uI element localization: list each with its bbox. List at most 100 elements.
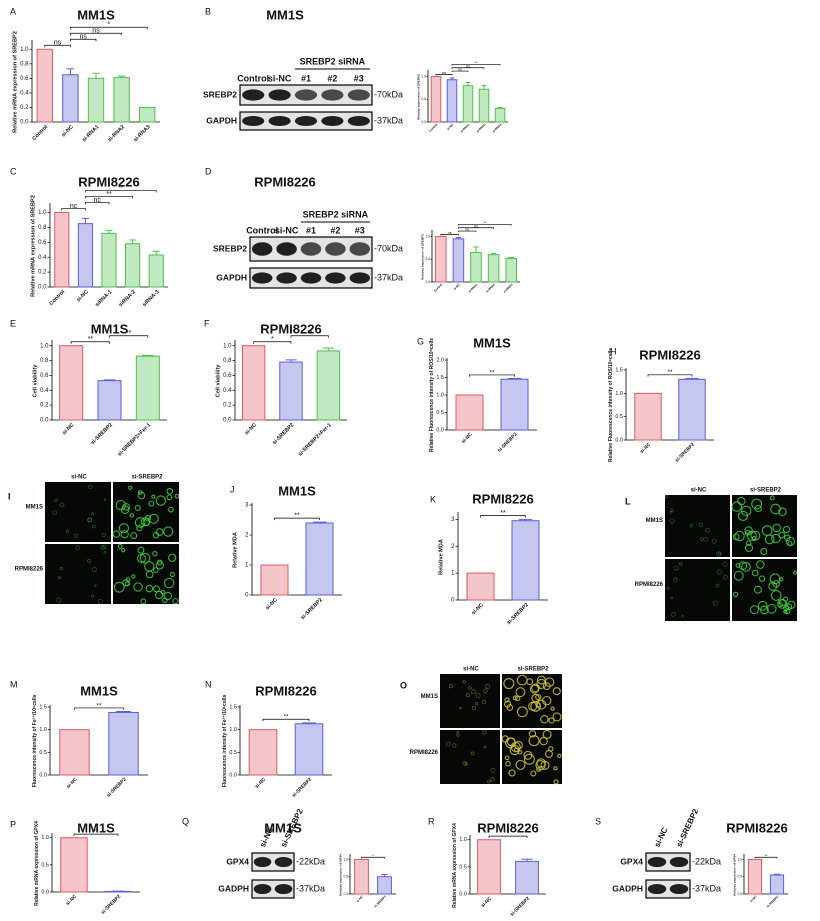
bar	[62, 74, 79, 123]
significance-bracket	[440, 233, 459, 236]
significance-bracket	[435, 73, 453, 76]
panel-letter: E	[10, 318, 16, 328]
cell	[462, 761, 467, 766]
chart-title: RPMI8226	[255, 683, 316, 698]
cell	[145, 584, 154, 593]
cell	[514, 740, 523, 750]
blot-band	[251, 272, 273, 284]
cell	[155, 495, 167, 506]
cell	[174, 493, 180, 499]
cell	[137, 546, 145, 554]
significance-bracket	[451, 70, 469, 73]
bar	[139, 106, 156, 123]
cell	[91, 594, 94, 598]
y-tick-label: 0.8	[40, 358, 49, 364]
size-label: -22kDa	[296, 856, 325, 866]
error-bar	[518, 519, 533, 521]
bar	[470, 251, 482, 283]
cell	[152, 550, 158, 557]
y-tick-label: 0.8	[20, 61, 29, 67]
blot-band	[268, 115, 291, 127]
error-bar	[142, 354, 154, 357]
cell	[487, 779, 491, 784]
significance-bracket	[74, 707, 124, 710]
lane-label: si-NC	[275, 225, 299, 235]
bar	[678, 378, 706, 441]
cell	[766, 603, 777, 614]
panel-letter: D	[205, 166, 212, 176]
significance-label: **	[294, 512, 300, 519]
cell	[553, 766, 558, 771]
y-tick-label: 0.5	[229, 750, 237, 756]
y-tick-label: 1.0	[223, 343, 232, 349]
cell	[778, 507, 787, 517]
chart-title: RPMI8226	[477, 820, 538, 835]
error-bar	[312, 521, 327, 523]
x-tick-label: si-RNA2	[107, 124, 126, 143]
significance-label: **	[668, 369, 673, 376]
y-axis-label: Relative expression of GPX4	[338, 854, 342, 896]
panel-letter: N	[205, 679, 212, 689]
lane-label: si-NC	[653, 826, 670, 849]
x-tick-label: si-RNA1	[467, 282, 478, 293]
significance-label: nc	[70, 203, 78, 210]
x-tick-label: si-NC	[446, 122, 455, 131]
cell	[120, 530, 129, 539]
x-tick-label: si-SREBP2	[90, 422, 114, 446]
cell	[508, 769, 516, 777]
size-label: -37kDa	[374, 272, 403, 282]
column-label: si-SREBP2	[131, 475, 163, 481]
panel-letter: I	[8, 491, 11, 501]
significance-label: *	[271, 336, 274, 343]
y-axis-label: Relative mRNA expression of GPX4	[34, 821, 40, 906]
cell	[475, 693, 481, 698]
chart-title: MM1S	[278, 483, 316, 498]
y-axis-label: Relative expression of SREBP2	[416, 74, 420, 120]
significance-label: ns	[466, 64, 470, 68]
significance-bracket	[290, 335, 329, 338]
lane-label: #1	[306, 225, 316, 235]
cell	[769, 573, 781, 585]
cell	[113, 581, 125, 593]
y-tick-label: 1.0	[38, 210, 47, 216]
bar	[505, 257, 517, 283]
x-tick-label: si-NC	[254, 776, 268, 790]
x-tick-label: si-NC	[639, 441, 653, 455]
x-tick-label: si-SREBP2+Fer-1	[297, 422, 332, 457]
bar	[478, 88, 490, 123]
error-bar	[481, 85, 487, 90]
cell	[504, 755, 510, 761]
cell	[664, 495, 669, 499]
x-tick-label: Control	[428, 123, 438, 133]
cell	[59, 566, 63, 571]
y-tick-label: 0.0	[615, 437, 623, 443]
cell	[552, 687, 561, 696]
error-bar	[473, 246, 479, 253]
cell	[136, 524, 143, 532]
micrograph	[113, 482, 179, 542]
y-tick-label: 0.2	[40, 403, 49, 409]
y-axis-label: Cell viability	[215, 364, 221, 398]
chart-title: MM1S	[80, 683, 118, 698]
cell	[528, 730, 537, 738]
cell	[741, 505, 752, 517]
cell	[734, 530, 745, 542]
x-tick-label: si-NC	[356, 894, 365, 903]
cell	[670, 508, 674, 512]
x-tick-label: Control	[31, 124, 49, 142]
y-axis-label: Relative Fluorescence intensity of ROS/1…	[429, 338, 435, 452]
significance-bracket	[274, 517, 320, 521]
significance-bracket	[361, 856, 385, 859]
significance-bracket	[85, 190, 157, 193]
cell	[87, 558, 92, 563]
significance-label: ns	[54, 40, 62, 47]
y-tick-label: 0.0	[436, 427, 444, 433]
blot-title: RPMI8226	[726, 820, 787, 835]
cell	[716, 569, 722, 575]
y-axis-label: Cell viability	[32, 364, 38, 398]
